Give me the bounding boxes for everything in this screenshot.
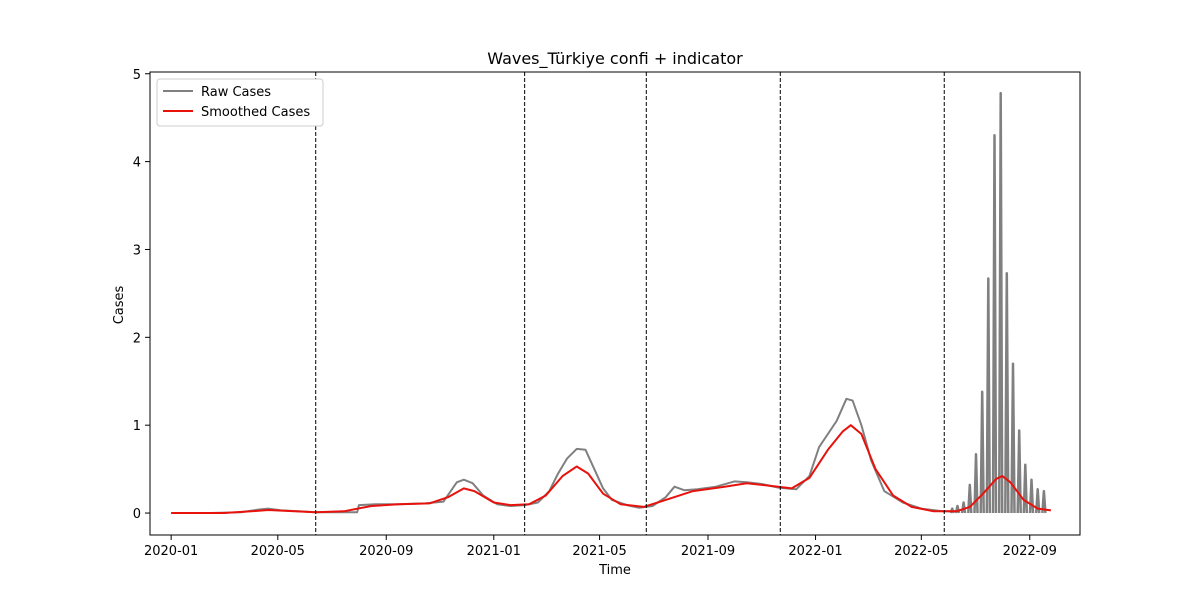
- raw-cases-spike-9: [1004, 271, 1010, 514]
- y-axis-label: Cases: [112, 285, 127, 324]
- plot-area: 2020-01 2020-05 2020-09 2021-01 2021-05 2021-…: [133, 68, 1081, 559]
- x-tick-label-1: 2020-05: [251, 544, 305, 559]
- x-tick-label-7: 2022-05: [894, 544, 948, 559]
- y-tick-label-1: 1: [133, 419, 141, 434]
- x-tick-label-5: 2021-09: [681, 544, 735, 559]
- x-tick-label-3: 2021-01: [467, 544, 521, 559]
- x-axis-label: Time: [598, 563, 631, 578]
- raw-cases-spike-4: [973, 452, 979, 514]
- chart-title: Waves_Türkiye confi + indicator: [487, 49, 743, 69]
- y-tick-label-4: 4: [133, 156, 141, 171]
- raw-cases-spike-14: [1034, 488, 1041, 514]
- smoothed-cases-line: [171, 424, 1052, 514]
- x-tick-label-4: 2021-05: [572, 544, 626, 559]
- raw-cases-spike-7: [991, 134, 998, 514]
- y-tick-label-0: 0: [133, 507, 141, 522]
- legend-smoothed-label: Smoothed Cases: [201, 105, 310, 120]
- raw-cases-spike-15: [1041, 489, 1047, 514]
- y-tick-label-5: 5: [133, 68, 141, 83]
- raw-cases-spike-8: [997, 91, 1004, 514]
- legend-box: [156, 78, 324, 127]
- legend-raw-label: Raw Cases: [201, 85, 271, 100]
- raw-cases-spike-11: [1016, 429, 1022, 514]
- raw-cases-spike-13: [1028, 478, 1035, 514]
- x-tick-label-6: 2022-01: [788, 544, 842, 559]
- y-tick-label-2: 2: [133, 331, 141, 346]
- raw-cases-spike-6: [985, 277, 992, 514]
- raw-cases-spike-3: [967, 483, 973, 514]
- x-tick-label-2: 2020-09: [359, 544, 413, 559]
- legend: Raw Cases Smoothed Cases: [156, 78, 324, 127]
- y-tick-label-3: 3: [133, 243, 141, 258]
- raw-cases-line: [171, 397, 957, 514]
- raw-cases-spike-10: [1010, 362, 1016, 514]
- x-tick-label-0: 2020-01: [144, 544, 198, 559]
- x-tick-label-8: 2022-09: [1003, 544, 1057, 559]
- raw-cases-spike-12: [1022, 463, 1029, 514]
- axes-frame: [149, 71, 1081, 536]
- raw-cases-spike-5: [979, 390, 985, 514]
